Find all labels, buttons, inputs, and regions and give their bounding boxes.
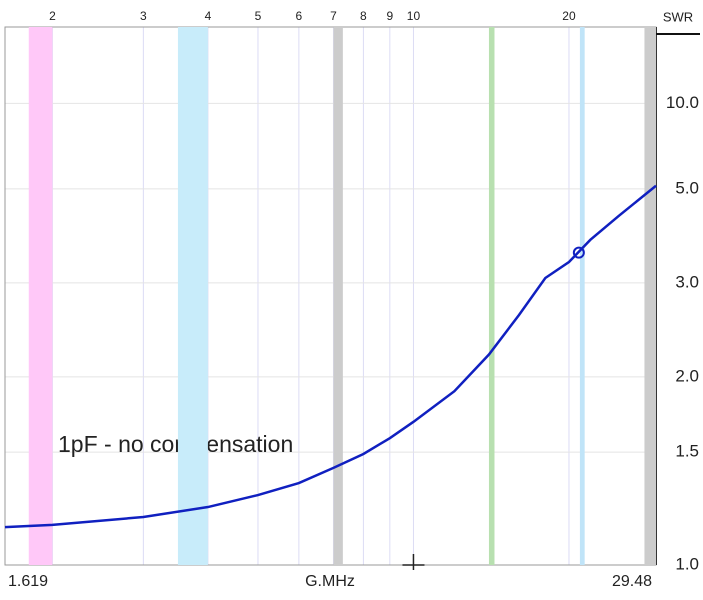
x-tick-label: 8 [360, 9, 367, 23]
annotation: 1pF - no compensation [58, 431, 293, 457]
y-tick-label: 10.0 [666, 93, 699, 112]
x-tick-label: 4 [205, 9, 212, 23]
band [333, 27, 343, 565]
y-tick-label: 3.0 [675, 272, 699, 291]
marker [572, 246, 585, 259]
y-tick-label: 1.5 [675, 442, 699, 461]
x-tick-label: 7 [330, 9, 337, 23]
x-tick-label: 20 [562, 9, 576, 23]
band [488, 27, 495, 565]
x-range-label: 29.48 [612, 573, 652, 590]
series-line [4, 184, 657, 529]
band [177, 27, 208, 565]
band [579, 27, 585, 565]
y-tick-label: 5.0 [675, 178, 699, 197]
y-axis-label: SWR [663, 9, 693, 24]
band [644, 27, 656, 565]
cursor [402, 554, 425, 570]
x-tick-label: 9 [386, 9, 393, 23]
y-tick-label: 1.0 [675, 554, 699, 573]
x-tick-label: 10 [407, 9, 421, 23]
band [28, 27, 53, 565]
x-axis-label: G.MHz [305, 573, 355, 590]
x-tick-label: 5 [255, 9, 262, 23]
x-range-label: 1.619 [8, 573, 48, 590]
y-tick-label: 2.0 [675, 366, 699, 385]
x-tick-label: 2 [49, 9, 56, 23]
x-tick-label: 3 [140, 9, 147, 23]
x-tick-label: 6 [296, 9, 303, 23]
